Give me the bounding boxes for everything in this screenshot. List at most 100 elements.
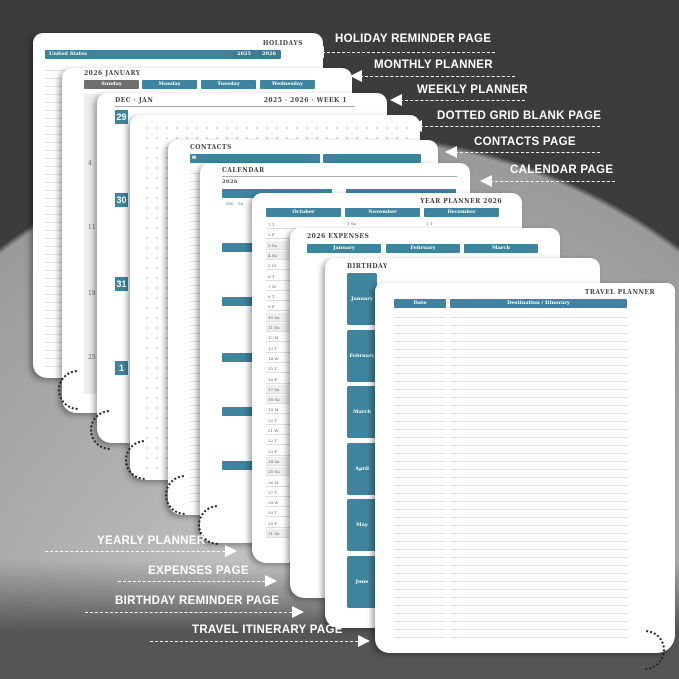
day-wednesday: Wednesday bbox=[260, 80, 315, 89]
label-right-4: CONTACTS PAGE bbox=[474, 136, 576, 148]
label-right-3: DOTTED GRID BLANK PAGE bbox=[437, 110, 602, 122]
contacts-title: CONTACTS bbox=[190, 144, 232, 151]
calendar-title: CALENDAR bbox=[222, 167, 265, 174]
label-left-2: BIRTHDAY REMINDER PAGE bbox=[115, 595, 280, 607]
arrow-left-icon bbox=[410, 120, 422, 132]
october-row: 26 M bbox=[266, 477, 296, 487]
birthday-month-tab: May bbox=[347, 499, 377, 551]
october-row: 9 F bbox=[266, 302, 296, 312]
arrow-right-icon bbox=[358, 635, 370, 647]
october-row: 8 T bbox=[266, 292, 296, 302]
october-row: 28 W bbox=[266, 498, 296, 508]
year-2025: 2025 bbox=[233, 50, 255, 59]
october-row: 3 Sa bbox=[266, 240, 296, 250]
october-row: 22 T bbox=[266, 436, 296, 446]
month-november: November bbox=[345, 208, 420, 217]
october-row: 14 W bbox=[266, 353, 296, 363]
arrow-left-icon bbox=[445, 146, 457, 158]
birthday-title: BIRTHDAY bbox=[347, 263, 388, 270]
october-row: 2 F bbox=[266, 230, 296, 240]
arrow-right-icon bbox=[265, 575, 277, 587]
contact-header: ✉ bbox=[190, 154, 320, 163]
birthday-month-tab: April bbox=[347, 442, 377, 495]
date-11: 11 bbox=[88, 224, 96, 231]
su-header: Su bbox=[238, 201, 244, 206]
wk-header: WK bbox=[226, 201, 234, 206]
monthly-title: 2026 JANUARY bbox=[84, 70, 141, 77]
arrow-left-icon bbox=[480, 175, 492, 187]
weekly-title: 2025 · 2026 · WEEK 1 bbox=[263, 97, 347, 104]
october-row: 23 F bbox=[266, 446, 296, 456]
day-tuesday: Tuesday bbox=[201, 80, 256, 89]
arrow-left-icon bbox=[312, 46, 324, 58]
october-row: 31 Sa bbox=[266, 529, 296, 538]
arrow-right-icon bbox=[292, 606, 304, 618]
dec-row-1: 1 T bbox=[426, 221, 433, 226]
october-row: 4 Su bbox=[266, 250, 296, 260]
date-29: 29 bbox=[115, 110, 128, 124]
year-2026: 2026 bbox=[258, 50, 280, 59]
day-sunday: Sunday bbox=[84, 80, 139, 89]
calendar-year: 2026 bbox=[222, 179, 238, 185]
travel-planner-page: TRAVEL PLANNER Date Destination / Itiner… bbox=[375, 283, 675, 653]
day-monday: Monday bbox=[142, 80, 197, 89]
label-right-2: WEEKLY PLANNER bbox=[417, 84, 528, 96]
october-row: 27 T bbox=[266, 487, 296, 497]
october-row: 16 F bbox=[266, 374, 296, 384]
label-right-0: HOLIDAY REMINDER PAGE bbox=[335, 33, 492, 45]
contact-header-2 bbox=[323, 154, 421, 163]
expenses-title: 2026 EXPENSES bbox=[307, 233, 370, 240]
october-row: 29 T bbox=[266, 508, 296, 518]
date-25: 25 bbox=[88, 354, 96, 361]
arrow-right-icon bbox=[225, 545, 237, 557]
birthday-month-tab: June bbox=[347, 555, 377, 608]
october-row: 13 T bbox=[266, 343, 296, 353]
october-row: 6 T bbox=[266, 271, 296, 281]
date-1: 1 bbox=[115, 361, 128, 375]
col-destination: Destination / Itinerary bbox=[450, 299, 627, 308]
october-row: 5 M bbox=[266, 261, 296, 271]
october-row: 7 W bbox=[266, 281, 296, 291]
travel-title: TRAVEL PLANNER bbox=[584, 289, 655, 296]
label-left-1: EXPENSES PAGE bbox=[148, 565, 249, 577]
october-row: 25 Su bbox=[266, 467, 296, 477]
label-left-0: YEARLY PLANNER bbox=[97, 535, 206, 547]
date-4: 4 bbox=[88, 160, 92, 167]
october-row: 18 Su bbox=[266, 395, 296, 405]
yearly-title: YEAR PLANNER 2026 bbox=[420, 198, 502, 205]
date-30: 30 bbox=[115, 193, 128, 207]
country-label: United States bbox=[49, 51, 88, 57]
nov-row-1: 1 Su bbox=[347, 221, 357, 226]
arrow-left-icon bbox=[390, 94, 402, 106]
october-row: 30 F bbox=[266, 518, 296, 528]
date-18: 18 bbox=[88, 290, 96, 297]
october-row: 11 Su bbox=[266, 323, 296, 332]
exp-february: February bbox=[386, 244, 460, 253]
label-right-5: CALENDAR PAGE bbox=[510, 164, 614, 176]
birthday-month-tab: March bbox=[347, 386, 377, 438]
october-row: 20 T bbox=[266, 415, 296, 425]
arrow-left-icon bbox=[350, 70, 362, 82]
october-row: 15 T bbox=[266, 364, 296, 374]
birthday-month-tab: February bbox=[347, 329, 377, 382]
weekly-range: DEC · JAN bbox=[115, 97, 154, 104]
month-october: October bbox=[266, 208, 341, 217]
october-row: 21 W bbox=[266, 426, 296, 435]
envelope-icon: ✉ bbox=[192, 155, 197, 161]
exp-january: January bbox=[307, 244, 381, 253]
october-row: 12 M bbox=[266, 333, 296, 343]
col-date: Date bbox=[394, 299, 446, 308]
holiday-title: HOLIDAYS bbox=[262, 40, 303, 47]
october-row: 10 Sa bbox=[266, 312, 296, 322]
exp-march: March bbox=[464, 244, 538, 253]
october-row: 19 M bbox=[266, 405, 296, 415]
october-row: 17 Sa bbox=[266, 384, 296, 394]
label-right-1: MONTHLY PLANNER bbox=[374, 59, 493, 71]
country-select[interactable]: United States bbox=[45, 50, 229, 59]
holiday-list bbox=[45, 63, 67, 373]
birthday-month-tab: January bbox=[347, 273, 377, 325]
date-31: 31 bbox=[115, 277, 128, 291]
month-december: December bbox=[424, 208, 499, 217]
october-row: 24 Sa bbox=[266, 456, 296, 466]
label-left-3: TRAVEL ITINERARY PAGE bbox=[192, 624, 343, 636]
